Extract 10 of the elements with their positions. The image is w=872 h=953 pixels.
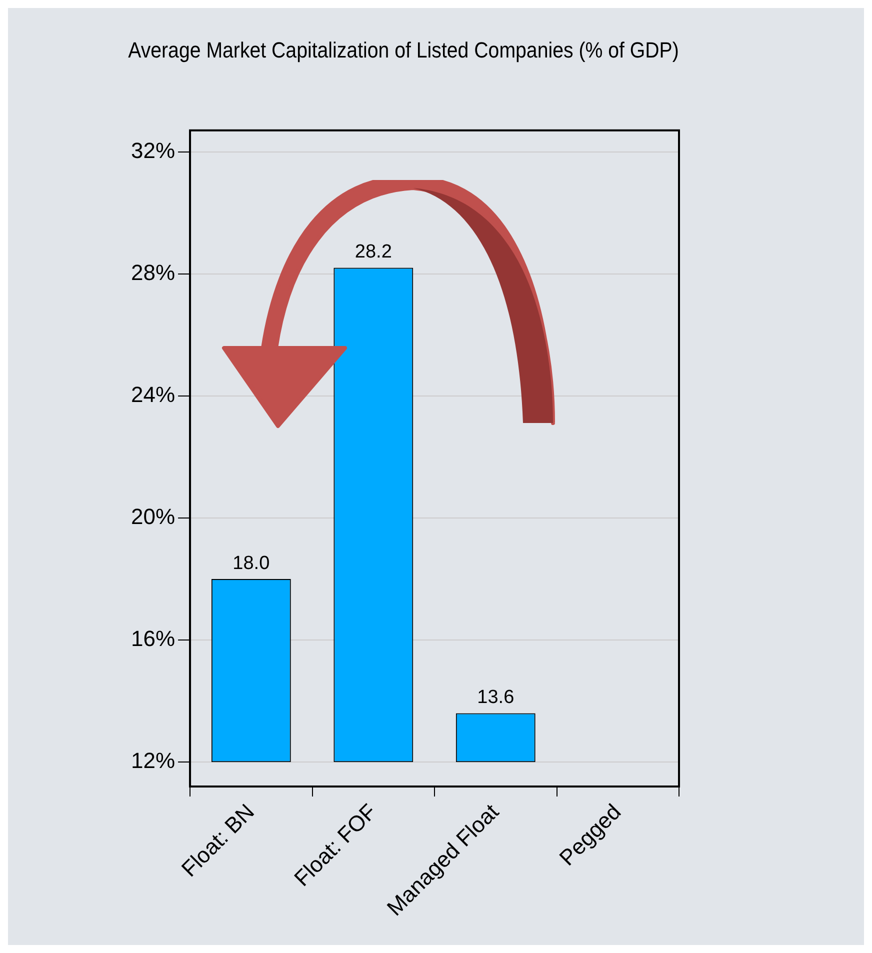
- y-tick-label: 24%: [130, 382, 176, 407]
- y-tick-label: 20%: [130, 504, 176, 530]
- data-label: 18.0: [232, 552, 270, 574]
- y-tick-label: 32%: [130, 138, 176, 163]
- y-tick-label: 28%: [130, 260, 176, 285]
- y-tick-label: 12%: [130, 748, 176, 774]
- data-label: 28.2: [354, 241, 392, 262]
- chart-title: Average Market Capitalization of Listed Companies (% of GDP): [128, 38, 679, 63]
- data-label: 13.6: [477, 687, 514, 708]
- y-tick-label: 16%: [130, 626, 176, 652]
